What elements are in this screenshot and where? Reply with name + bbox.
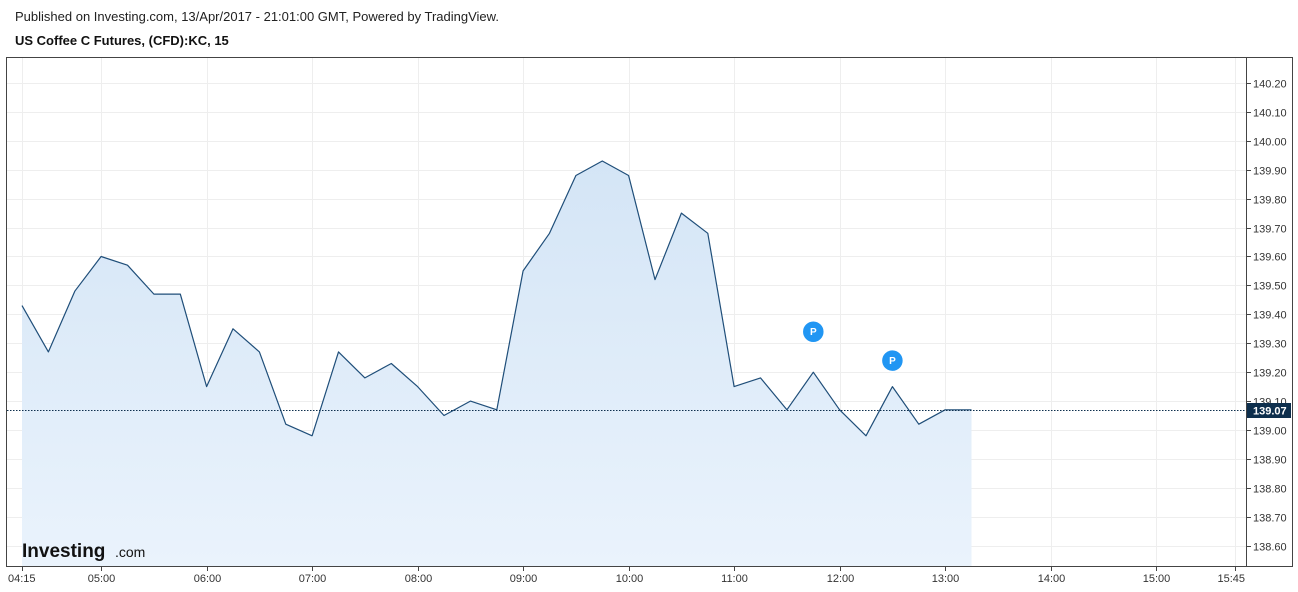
- x-tick-label: 11:00: [721, 573, 748, 585]
- last-price-badge-bg: [1247, 403, 1291, 418]
- price-line: [21, 160, 972, 437]
- y-tick-label: 139.90: [1253, 166, 1287, 178]
- x-tick-label: 14:00: [1038, 573, 1066, 585]
- y-tick-label: 138.60: [1253, 542, 1287, 554]
- last-price-badge-label: 139.07: [1253, 406, 1287, 418]
- y-tick-label: 139.00: [1253, 426, 1287, 438]
- event-marker-circle[interactable]: [880, 348, 905, 373]
- x-tick-label: 08:00: [405, 573, 433, 585]
- instrument-title: US Coffee C Futures, (CFD):KC, 15: [15, 33, 229, 48]
- x-tick-label: 15:00: [1143, 573, 1171, 585]
- event-markers: PP: [801, 319, 905, 373]
- y-tick-label: 139.80: [1253, 195, 1287, 207]
- published-info: Published on Investing.com, 13/Apr/2017 …: [15, 9, 499, 24]
- price-area-fill: [22, 161, 972, 566]
- event-marker-circle[interactable]: [801, 319, 826, 344]
- y-tick-label: 140.20: [1253, 79, 1287, 91]
- y-tick-label: 140.00: [1253, 137, 1287, 149]
- x-tick-label: 07:00: [299, 573, 327, 585]
- y-tick-label: 139.70: [1253, 224, 1287, 236]
- x-tick-label: 09:00: [510, 573, 538, 585]
- x-tick-label: 04:15: [8, 573, 36, 585]
- y-tick-label: 139.40: [1253, 310, 1287, 322]
- y-tick-label: 139.30: [1253, 339, 1287, 351]
- last-price-badge: 139.07: [1247, 403, 1291, 418]
- event-marker-label: P: [889, 356, 896, 367]
- x-tick-label: 05:00: [88, 573, 116, 585]
- y-tick-label: 138.80: [1253, 484, 1287, 496]
- logo-investing: Investing: [22, 541, 105, 562]
- x-tick-label: 12:00: [827, 573, 855, 585]
- y-tick-label: 139.60: [1253, 252, 1287, 264]
- event-marker-label: P: [810, 327, 817, 338]
- y-tick-label: 138.90: [1253, 455, 1287, 467]
- investing-logo: Investing .com: [22, 541, 145, 562]
- y-tick-label: 140.10: [1253, 108, 1287, 120]
- x-axis: 04:15 05:00 06:00 07:00 08:00 09:00 10:00 11:00…: [8, 566, 1245, 585]
- event-marker[interactable]: P: [801, 319, 826, 344]
- event-marker[interactable]: P: [880, 348, 905, 373]
- x-tick-label: 13:00: [932, 573, 960, 585]
- y-tick-label: 138.70: [1253, 513, 1287, 525]
- x-tick-label: 06:00: [194, 573, 222, 585]
- x-tick-label: 10:00: [616, 573, 644, 585]
- y-tick-label: 139.50: [1253, 281, 1287, 293]
- price-line-path: [21, 160, 972, 437]
- y-tick-label: 139.20: [1253, 368, 1287, 380]
- y-axis: 140.20 140.10 140.00 139.90 139.80 139.70 139.…: [1246, 79, 1287, 554]
- logo-dotcom: .com: [115, 544, 145, 560]
- x-tick-label: 15:45: [1217, 573, 1245, 585]
- price-area: [22, 161, 972, 566]
